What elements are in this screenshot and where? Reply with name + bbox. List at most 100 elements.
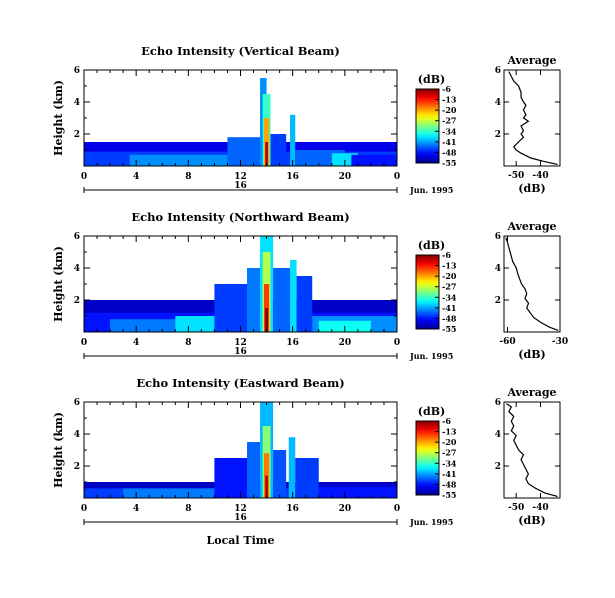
colorbar-tick-label: -27 xyxy=(442,116,456,126)
x-tick-label: 0 xyxy=(394,172,400,182)
average-x-label: (dB) xyxy=(518,514,545,527)
x-tick-label: 0 xyxy=(81,504,87,514)
colorbar-tick-label: -13 xyxy=(442,95,457,105)
echo-cell xyxy=(295,458,319,498)
colorbar-gradient xyxy=(415,88,440,164)
colorbar-tick-label: -41 xyxy=(442,469,456,479)
x-tick-label: 4 xyxy=(133,504,139,514)
y-axis-ticks: 6 4 2 xyxy=(74,232,397,317)
panel-3: Echo Intensity (Eastward Beam)0 4 8 12 16 20 0… xyxy=(52,376,561,547)
average-line xyxy=(505,237,559,331)
average-title: Average xyxy=(506,54,556,67)
echo-field xyxy=(84,402,397,498)
x-tick-label: 8 xyxy=(185,172,191,182)
average-y-tick-label: 6 xyxy=(495,66,501,76)
average-y-tick-label: 2 xyxy=(495,296,501,306)
x-tick-label: 20 xyxy=(339,172,352,182)
echo-cell xyxy=(290,260,297,332)
colorbar-tick-label: -20 xyxy=(442,105,457,115)
echo-field xyxy=(84,236,397,332)
y-axis-label: Height (km) xyxy=(52,246,65,322)
echo-cell xyxy=(351,154,397,166)
date-suffix: Jun. 1995 xyxy=(409,351,453,361)
echo-cell xyxy=(318,486,397,498)
echo-cell xyxy=(247,442,261,498)
average-line xyxy=(506,403,558,497)
average-x-tick-label: -60 xyxy=(499,337,515,347)
average-x-label: (dB) xyxy=(518,348,545,361)
colorbar-tick-label: -13 xyxy=(442,427,457,437)
average-line xyxy=(508,71,558,165)
echo-cell xyxy=(265,142,268,166)
date-label: 16 xyxy=(234,181,247,191)
echo-cell xyxy=(265,308,268,332)
x-axis-label: Local Time xyxy=(207,534,275,547)
echo-cell xyxy=(296,276,313,332)
x-axis-ticks: 0 4 8 12 16 20 0 xyxy=(81,236,400,348)
panel-title: Echo Intensity (Vertical Beam) xyxy=(141,44,340,58)
average-frame xyxy=(503,69,561,167)
average-y-tick-label: 6 xyxy=(495,398,501,408)
x-tick-label: 0 xyxy=(394,504,400,514)
average-x-tick-label: -50 xyxy=(508,503,524,513)
average-y-tick-label: 2 xyxy=(495,462,501,472)
colorbar: (dB)-6-13-20-27-34-41-48-55 xyxy=(415,73,457,168)
echo-cell xyxy=(129,154,228,166)
x-tick-label: 12 xyxy=(234,338,247,348)
average-y-tick-label: 6 xyxy=(495,232,501,242)
colorbar: (dB)-6-13-20-27-34-41-48-55 xyxy=(415,405,457,500)
average-profile: Average -50 -40 6 4 2 (dB) xyxy=(495,386,561,527)
x-tick-label: 12 xyxy=(234,172,247,182)
colorbar-tick-label: -20 xyxy=(442,437,457,447)
average-profile: Average -50 -40 6 4 2 (dB) xyxy=(495,54,561,195)
colorbar-unit: (dB) xyxy=(418,405,445,418)
date-axis: 16 Jun. 1995 xyxy=(83,513,453,527)
colorbar-unit: (dB) xyxy=(418,73,445,86)
x-axis-ticks: 0 4 8 12 16 20 0 xyxy=(81,70,400,182)
average-x-tick-label: -50 xyxy=(508,171,524,181)
x-tick-label: 20 xyxy=(339,338,352,348)
average-x-tick-label: -40 xyxy=(532,171,548,181)
colorbar-tick-label: -6 xyxy=(442,416,451,426)
average-y-tick-label: 2 xyxy=(495,130,501,140)
average-y-tick-label: 4 xyxy=(495,264,501,274)
colorbar-tick-label: -55 xyxy=(442,324,456,334)
colorbar-tick-label: -27 xyxy=(442,448,456,458)
y-tick-label: 2 xyxy=(74,462,80,472)
y-axis-label: Height (km) xyxy=(52,80,65,156)
colorbar-tick-label: -41 xyxy=(442,137,456,147)
colorbar: (dB)-6-13-20-27-34-41-48-55 xyxy=(415,239,457,334)
y-tick-label: 6 xyxy=(74,232,80,242)
y-tick-label: 6 xyxy=(74,66,80,76)
date-label: 16 xyxy=(234,347,247,357)
colorbar-tick-label: -27 xyxy=(442,282,456,292)
colorbar-tick-label: -55 xyxy=(442,158,456,168)
date-suffix: Jun. 1995 xyxy=(409,517,453,527)
average-title: Average xyxy=(506,220,556,233)
echo-cell xyxy=(273,450,287,498)
x-tick-label: 0 xyxy=(81,172,87,182)
x-tick-label: 8 xyxy=(185,338,191,348)
colorbar-tick-label: -55 xyxy=(442,490,456,500)
x-tick-label: 0 xyxy=(81,338,87,348)
echo-cell xyxy=(270,134,287,166)
average-x-label: (dB) xyxy=(518,182,545,195)
echo-cell xyxy=(227,137,261,166)
colorbar-tick-label: -48 xyxy=(442,313,457,323)
colorbar-gradient xyxy=(415,420,440,496)
colorbar-tick-label: -34 xyxy=(442,126,457,136)
date-axis: 16 Jun. 1995 xyxy=(83,347,453,361)
echo-field xyxy=(84,78,397,166)
y-tick-label: 4 xyxy=(74,98,80,108)
date-suffix: Jun. 1995 xyxy=(409,185,453,195)
date-label: 16 xyxy=(234,513,247,523)
y-axis-ticks: 6 4 2 xyxy=(74,66,397,151)
average-x-tick-label: -40 xyxy=(532,503,548,513)
y-axis-label: Height (km) xyxy=(52,412,65,488)
average-frame xyxy=(503,401,561,499)
echo-cell xyxy=(290,114,296,166)
date-axis: 16 Jun. 1995 xyxy=(83,181,453,195)
y-tick-label: 4 xyxy=(74,430,80,440)
colorbar-tick-label: -13 xyxy=(442,261,457,271)
echo-cell xyxy=(273,268,293,332)
